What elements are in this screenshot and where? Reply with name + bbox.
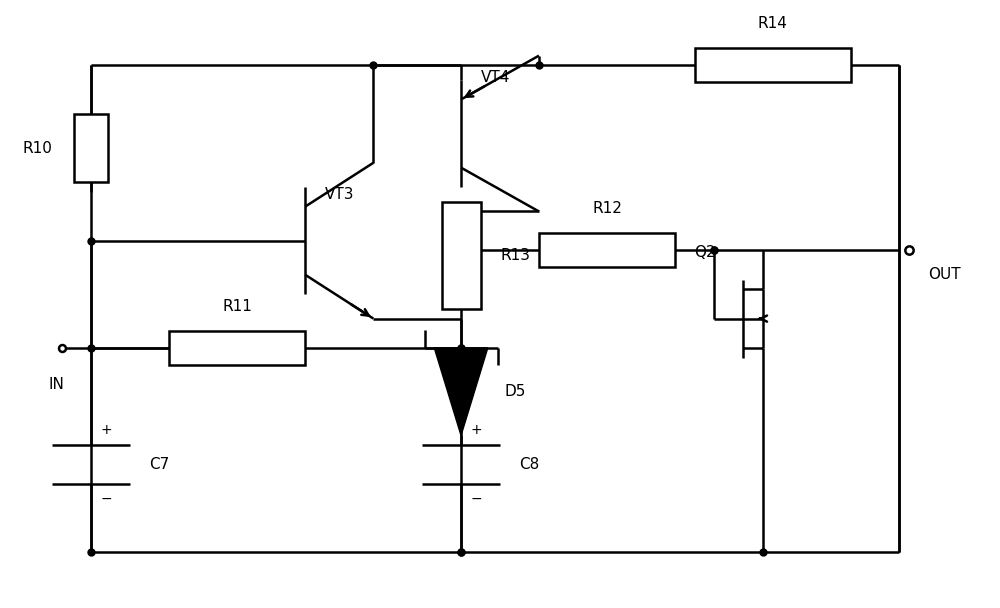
FancyBboxPatch shape xyxy=(74,114,108,182)
Text: Q2: Q2 xyxy=(694,245,715,260)
Text: C8: C8 xyxy=(519,457,540,472)
Text: C7: C7 xyxy=(149,457,170,472)
Polygon shape xyxy=(434,348,488,435)
Text: OUT: OUT xyxy=(929,268,961,282)
Text: D5: D5 xyxy=(505,384,526,399)
FancyBboxPatch shape xyxy=(169,331,305,365)
Text: −: − xyxy=(101,492,112,506)
Text: VT3: VT3 xyxy=(325,187,354,202)
Text: R11: R11 xyxy=(222,299,252,314)
Text: IN: IN xyxy=(49,377,65,392)
Text: +: + xyxy=(471,423,482,437)
Text: VT4: VT4 xyxy=(481,70,510,85)
Text: −: − xyxy=(471,492,482,506)
FancyBboxPatch shape xyxy=(695,49,851,83)
Text: R14: R14 xyxy=(758,16,788,31)
Text: R12: R12 xyxy=(592,201,622,216)
Text: +: + xyxy=(101,423,112,437)
FancyBboxPatch shape xyxy=(539,233,675,268)
Text: R13: R13 xyxy=(500,248,530,263)
FancyBboxPatch shape xyxy=(442,202,481,309)
Text: R10: R10 xyxy=(22,140,52,156)
